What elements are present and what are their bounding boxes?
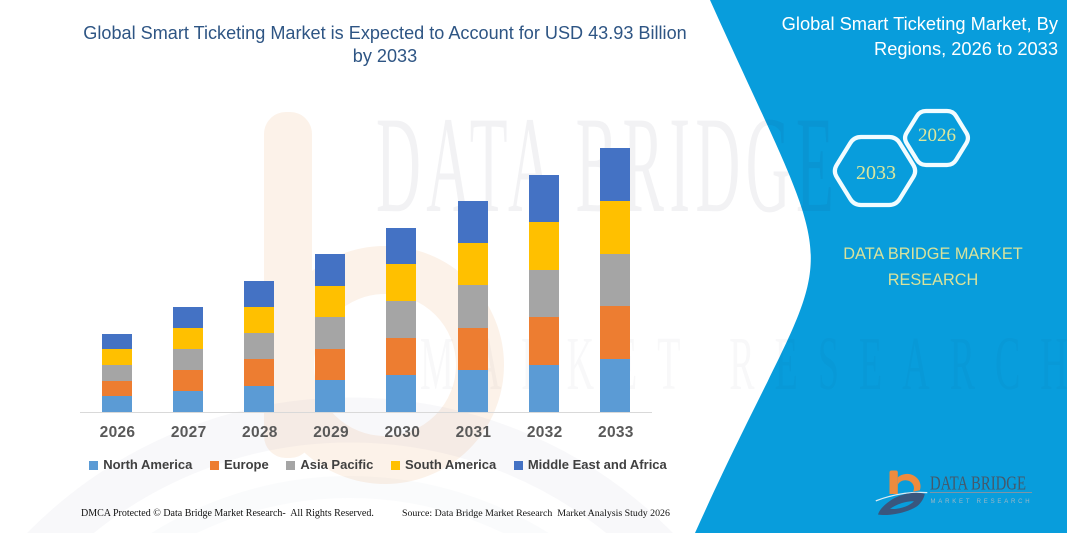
svg-text:MARKET RESEARCH: MARKET RESEARCH: [931, 499, 1033, 505]
svg-text:DATA BRIDGE: DATA BRIDGE: [930, 471, 1026, 494]
